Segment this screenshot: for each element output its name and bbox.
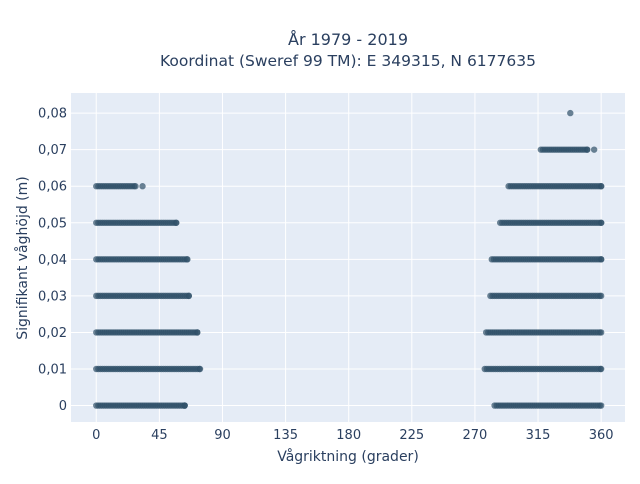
y-tick-label: 0 <box>59 399 67 414</box>
y-tick-label: 0,04 <box>38 253 67 268</box>
data-point <box>194 329 201 336</box>
data-point <box>597 256 605 263</box>
data-point <box>597 402 605 409</box>
y-tick-label: 0,02 <box>38 326 67 341</box>
x-tick-label: 225 <box>399 428 424 443</box>
data-point <box>172 219 180 226</box>
x-axis-label: Vågriktning (grader) <box>277 448 419 465</box>
data-points <box>93 109 605 409</box>
chart-title-line1: År 1979 - 2019 <box>288 30 408 49</box>
y-tick-label: 0,05 <box>38 216 67 231</box>
data-point <box>597 219 605 226</box>
y-tick-label: 0,03 <box>38 289 67 304</box>
x-tick-label: 360 <box>589 428 614 443</box>
y-tick-label: 0,01 <box>38 362 67 377</box>
x-tick-label: 135 <box>273 428 298 443</box>
y-tick-label: 0,07 <box>38 143 67 158</box>
y-axis-label: Signifikant våghöjd (m) <box>14 176 31 339</box>
x-tick-label: 90 <box>214 428 231 443</box>
y-tick-label: 0,06 <box>38 180 67 195</box>
data-point <box>184 256 191 263</box>
x-tick-label: 315 <box>526 428 551 443</box>
data-point <box>597 183 605 190</box>
data-point <box>185 292 193 300</box>
data-point <box>196 365 204 373</box>
y-tick-labels: 0 0,01 0,02 0,03 0,04 0,05 0,06 0,07 0,08 <box>38 107 67 414</box>
data-point <box>590 146 598 153</box>
data-point <box>567 109 574 117</box>
data-point <box>583 146 591 153</box>
data-point <box>139 183 146 190</box>
x-tick-label: 270 <box>463 428 488 443</box>
x-tick-label: 0 <box>92 428 100 443</box>
data-point <box>597 329 605 336</box>
x-tick-label: 45 <box>151 428 168 443</box>
x-tick-labels: 0 45 90 135 180 225 270 315 360 <box>92 428 613 443</box>
y-tick-label: 0,08 <box>38 107 67 122</box>
chart-title-line2: Koordinat (Sweref 99 TM): E 349315, N 61… <box>160 52 536 70</box>
data-point <box>597 292 605 300</box>
data-point <box>597 365 605 373</box>
data-point <box>132 183 139 190</box>
data-point <box>181 402 188 409</box>
x-tick-label: 180 <box>336 428 361 443</box>
